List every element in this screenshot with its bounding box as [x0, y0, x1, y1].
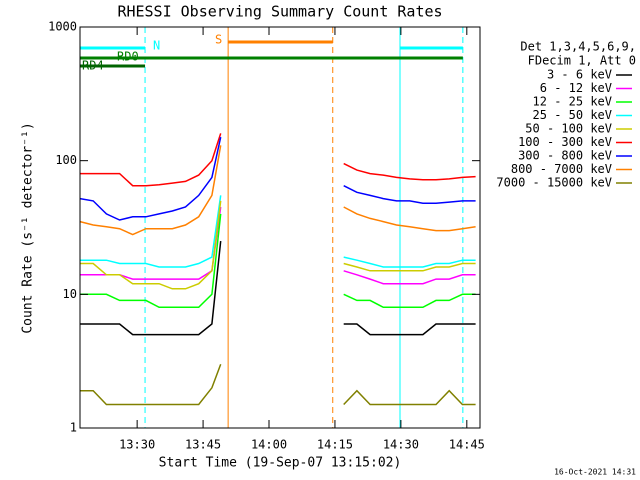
series-line: [343, 323, 476, 336]
x-tick-label: 13:30: [119, 438, 155, 452]
series-line: [343, 293, 476, 309]
legend-header: Det 1,3,4,5,6,9,: [520, 40, 636, 54]
series-line: [343, 256, 476, 268]
series-line: [343, 262, 476, 272]
series-line: [79, 145, 222, 236]
series-line: [80, 363, 222, 406]
series-line: [80, 200, 222, 290]
legend-header: FDecim 1, Att 0: [528, 54, 636, 68]
series-line: [343, 162, 476, 181]
flag-label: N: [153, 39, 160, 53]
series-line: [80, 195, 222, 268]
flag-label: S: [215, 33, 222, 47]
x-tick-label: 14:45: [449, 438, 485, 452]
series-line: [343, 389, 476, 406]
flag-label: RD4: [82, 59, 104, 73]
series-line: [80, 213, 222, 309]
timestamp: 16-Oct-2021 14:31: [554, 468, 636, 477]
y-tick-label: 1: [70, 421, 77, 435]
legend-label: 50 - 100 keV: [525, 122, 612, 136]
series-line: [80, 133, 222, 187]
y-tick-label: 1000: [48, 20, 77, 34]
y-axis-label: Count Rate (s⁻¹ detector⁻¹): [21, 122, 36, 333]
series-line: [343, 270, 476, 285]
x-tick-label: 13:45: [185, 438, 221, 452]
y-tick-label: 10: [63, 287, 77, 301]
legend-label: 12 - 25 keV: [533, 95, 612, 109]
flag-label: RD0: [117, 50, 139, 64]
x-tick-label: 14:00: [251, 438, 287, 452]
series-line: [79, 136, 222, 221]
chart-title: RHESSI Observing Summary Count Rates: [117, 3, 442, 21]
legend-label: 3 - 6 keV: [547, 68, 612, 82]
y-tick-label: 100: [55, 153, 77, 167]
series-line: [80, 241, 222, 336]
series-line: [343, 185, 476, 205]
legend-label: 100 - 300 keV: [518, 135, 612, 149]
series-line: [80, 206, 222, 280]
legend-label: 7000 - 15000 keV: [496, 176, 612, 190]
x-tick-label: 14:15: [317, 438, 353, 452]
plot-frame: [79, 26, 481, 429]
x-axis-label: Start Time (19-Sep-07 13:15:02): [159, 456, 402, 471]
series-line: [343, 206, 476, 232]
x-tick-label: 14:30: [383, 438, 419, 452]
legend-label: 6 - 12 keV: [540, 81, 612, 95]
legend-label: 800 - 7000 keV: [511, 162, 612, 176]
legend-label: 300 - 800 keV: [518, 149, 612, 163]
legend-label: 25 - 50 keV: [533, 108, 612, 122]
